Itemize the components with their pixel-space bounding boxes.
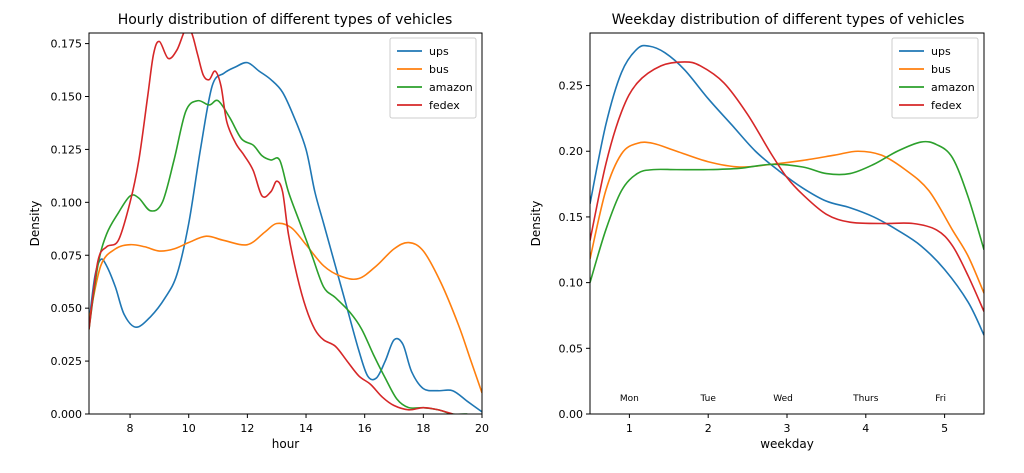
y-tick-label: 0.050 (51, 302, 83, 315)
legend-label-fedex: fedex (429, 99, 460, 112)
day-annotation: Thurs (852, 394, 879, 404)
y-tick-label: 0.10 (559, 277, 584, 290)
legend-label-ups: ups (931, 45, 951, 58)
legend-label-ups: ups (429, 45, 449, 58)
chart-title: Weekday distribution of different types … (612, 12, 965, 28)
y-tick-label: 0.175 (51, 38, 83, 51)
y-axis-title: Density (28, 201, 42, 247)
legend-label-amazon: amazon (931, 81, 975, 94)
y-tick-label: 0.075 (51, 249, 83, 262)
x-tick-label: 16 (358, 422, 372, 435)
legend: ups bus amazon fedex (389, 37, 477, 119)
series-line-ups (89, 61, 482, 413)
y-tick-label: 0.150 (51, 91, 83, 104)
chart-panel-2: Weekday distribution of different types … (529, 12, 985, 451)
x-tick-label: 4 (862, 422, 869, 435)
series-line-fedex (89, 33, 453, 414)
day-annotation: Mon (620, 394, 639, 404)
y-tick-label: 0.25 (559, 80, 584, 93)
x-tick-label: 10 (182, 422, 196, 435)
y-tick-label: 0.15 (559, 211, 584, 224)
y-tick-label: 0.125 (51, 143, 83, 156)
series-group (590, 44, 984, 336)
y-tick-label: 0.05 (559, 342, 584, 355)
legend-label-bus: bus (931, 63, 951, 76)
chart-title: Hourly distribution of different types o… (118, 12, 453, 28)
day-annotation: Wed (773, 394, 793, 404)
x-tick-label: 20 (475, 422, 489, 435)
x-tick-label: 5 (941, 422, 948, 435)
x-axis-title: weekday (760, 437, 814, 451)
y-tick-label: 0.00 (559, 408, 584, 421)
series-line-amazon (89, 99, 468, 414)
series-line-bus (590, 141, 984, 294)
legend-label-fedex: fedex (931, 99, 962, 112)
x-tick-label: 14 (299, 422, 313, 435)
day-annotation: Tue (700, 394, 717, 404)
x-tick-label: 2 (705, 422, 712, 435)
x-tick-label: 1 (626, 422, 633, 435)
legend-box (891, 37, 979, 119)
series-line-bus (89, 222, 482, 394)
series-line-ups (590, 44, 984, 336)
y-tick-label: 0.000 (51, 408, 83, 421)
legend-label-amazon: amazon (429, 81, 473, 94)
x-tick-label: 8 (127, 422, 134, 435)
y-tick-label: 0.025 (51, 355, 83, 368)
day-annotation: Fri (935, 394, 946, 404)
y-tick-label: 0.20 (559, 145, 584, 158)
series-group (89, 33, 482, 414)
x-tick-label: 18 (416, 422, 430, 435)
series-line-amazon (590, 140, 984, 283)
x-tick-label: 3 (784, 422, 791, 435)
y-tick-label: 0.100 (51, 196, 83, 209)
y-axis-title: Density (529, 201, 543, 247)
legend: ups bus amazon fedex (891, 37, 979, 119)
plot-frame (88, 32, 483, 415)
x-axis-title: hour (272, 437, 300, 451)
x-tick-label: 12 (240, 422, 254, 435)
series-line-fedex (590, 61, 984, 312)
chart-panel-1: Hourly distribution of different types o… (28, 12, 489, 451)
legend-label-bus: bus (429, 63, 449, 76)
legend-box (389, 37, 477, 119)
